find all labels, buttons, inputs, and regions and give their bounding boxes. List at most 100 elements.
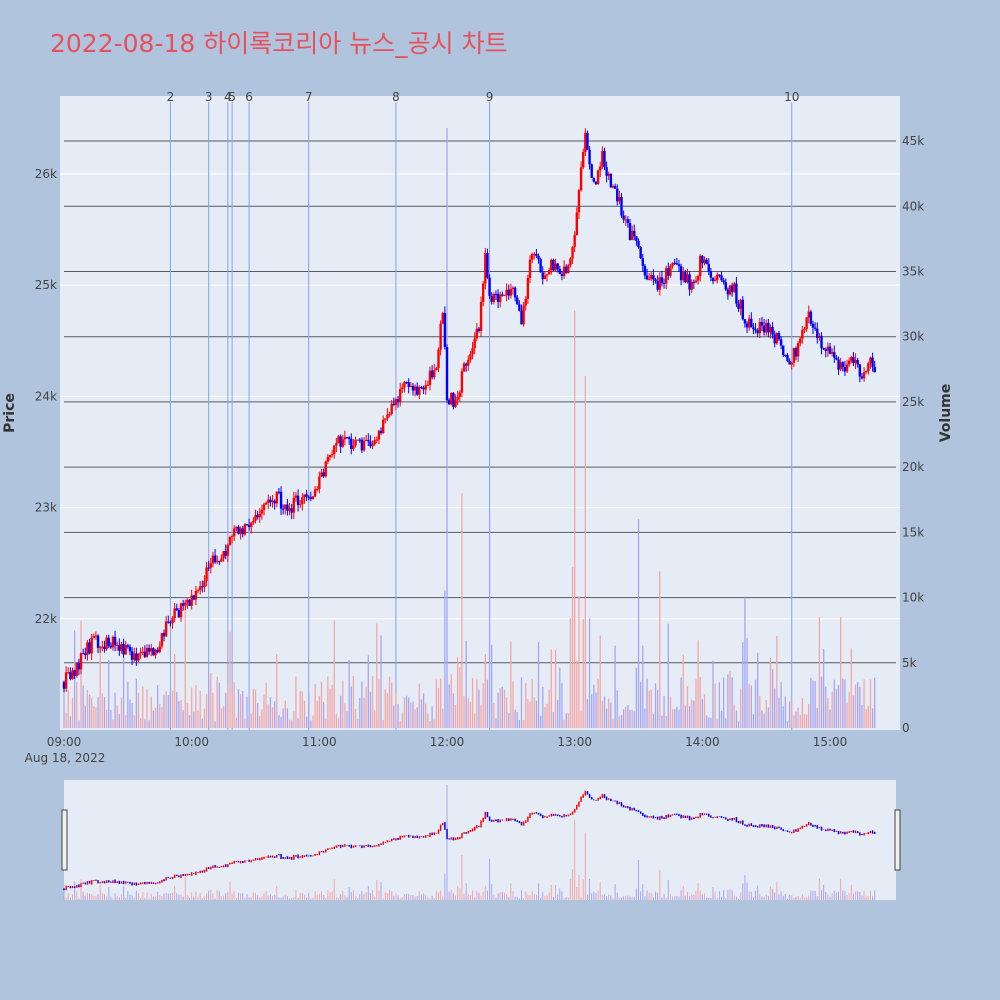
candle-body — [179, 603, 183, 618]
candle-body — [867, 362, 870, 372]
candle-body — [575, 212, 579, 236]
candle-body — [171, 617, 174, 624]
candle-body — [535, 253, 538, 256]
annotation-label: 9 — [486, 90, 494, 104]
candle-body — [850, 357, 853, 361]
candle-body — [733, 283, 736, 292]
candle-body — [584, 132, 587, 153]
candle-body — [679, 266, 683, 281]
candle-body — [62, 682, 66, 689]
candle-body — [301, 497, 304, 505]
candle-body — [601, 150, 604, 167]
candle-body — [243, 524, 247, 535]
candle-body — [167, 621, 170, 623]
candle-body — [873, 366, 876, 373]
candle-body — [84, 653, 87, 655]
candle-body — [847, 360, 851, 365]
candle-body — [701, 255, 704, 264]
candle-body — [103, 646, 106, 650]
volume-tick-label: 45k — [902, 134, 924, 148]
candle-body — [713, 280, 717, 282]
candle-body — [716, 274, 719, 281]
candle-body — [741, 299, 744, 320]
candle-body — [92, 636, 95, 639]
candle-body — [860, 376, 864, 379]
candle-body — [303, 494, 306, 498]
candle-body — [360, 439, 364, 451]
candle-body — [318, 476, 321, 489]
candle-body — [805, 317, 808, 330]
candle-body — [213, 555, 217, 563]
candle-body — [501, 294, 504, 296]
candle-body — [188, 599, 191, 606]
candle-body — [379, 430, 383, 434]
candle-body — [135, 653, 138, 661]
range-slider-left-handle[interactable] — [61, 809, 68, 871]
price-axis-label: Price — [2, 393, 18, 433]
candle-body — [284, 504, 287, 509]
candle-body — [388, 413, 391, 415]
candle-body — [94, 635, 98, 637]
candle-body — [839, 362, 842, 370]
volume-tick-label: 30k — [902, 330, 924, 344]
candle-body — [543, 275, 547, 280]
candle-body — [550, 259, 553, 271]
candle-body — [377, 430, 381, 440]
candle-body — [220, 558, 223, 562]
candle-body — [216, 561, 219, 563]
candle-body — [192, 595, 196, 600]
candle-body — [209, 563, 213, 568]
candle-body — [292, 497, 296, 513]
candle-body — [471, 348, 474, 355]
candle-body — [560, 274, 564, 276]
candle-body — [433, 370, 436, 378]
volume-tick-label: 0 — [902, 721, 910, 735]
range-slider-background[interactable] — [64, 780, 896, 900]
range-slider-right-handle[interactable] — [894, 809, 901, 871]
candle-body — [528, 259, 532, 278]
candle-body — [633, 230, 636, 237]
candle-body — [571, 246, 574, 259]
candle-body — [371, 444, 374, 447]
candle-body — [143, 651, 147, 657]
candle-body — [241, 528, 244, 535]
candle-body — [782, 345, 785, 355]
candle-body — [645, 275, 649, 280]
candle-body — [841, 362, 845, 368]
candle-body — [288, 508, 291, 511]
candle-body — [77, 662, 81, 670]
candle-body — [530, 253, 534, 260]
time-tick-label: 11:00 — [302, 735, 337, 749]
candle-body — [473, 338, 476, 349]
candle-body — [454, 399, 457, 407]
candle-body — [279, 491, 283, 509]
candle-body — [328, 455, 332, 458]
x-date-label: Aug 18, 2022 — [25, 751, 106, 765]
candle-body — [462, 363, 466, 372]
candle-body — [677, 264, 681, 267]
candle-body — [407, 382, 410, 387]
volume-axis-label: Volume — [938, 384, 954, 443]
candle-body — [264, 502, 268, 505]
candle-body — [564, 266, 568, 274]
candle-body — [147, 647, 151, 652]
candle-body — [456, 396, 459, 400]
annotation-label: 6 — [245, 90, 253, 104]
time-tick-label: 13:00 — [557, 735, 592, 749]
annotation-label: 8 — [392, 90, 400, 104]
candle-body — [577, 190, 581, 213]
annotation-label: 2 — [167, 90, 175, 104]
candle-body — [520, 310, 523, 325]
candle-body — [469, 354, 472, 360]
candle-body — [173, 608, 176, 618]
candle-body — [792, 348, 796, 363]
time-tick-label: 15:00 — [813, 735, 848, 749]
candle-body — [671, 262, 674, 266]
candle-body — [122, 644, 125, 655]
candle-body — [537, 255, 540, 260]
candle-body — [186, 599, 189, 603]
candle-body — [775, 333, 779, 344]
candle-body — [286, 504, 289, 511]
candle-body — [311, 496, 315, 499]
candle-body — [511, 287, 515, 289]
